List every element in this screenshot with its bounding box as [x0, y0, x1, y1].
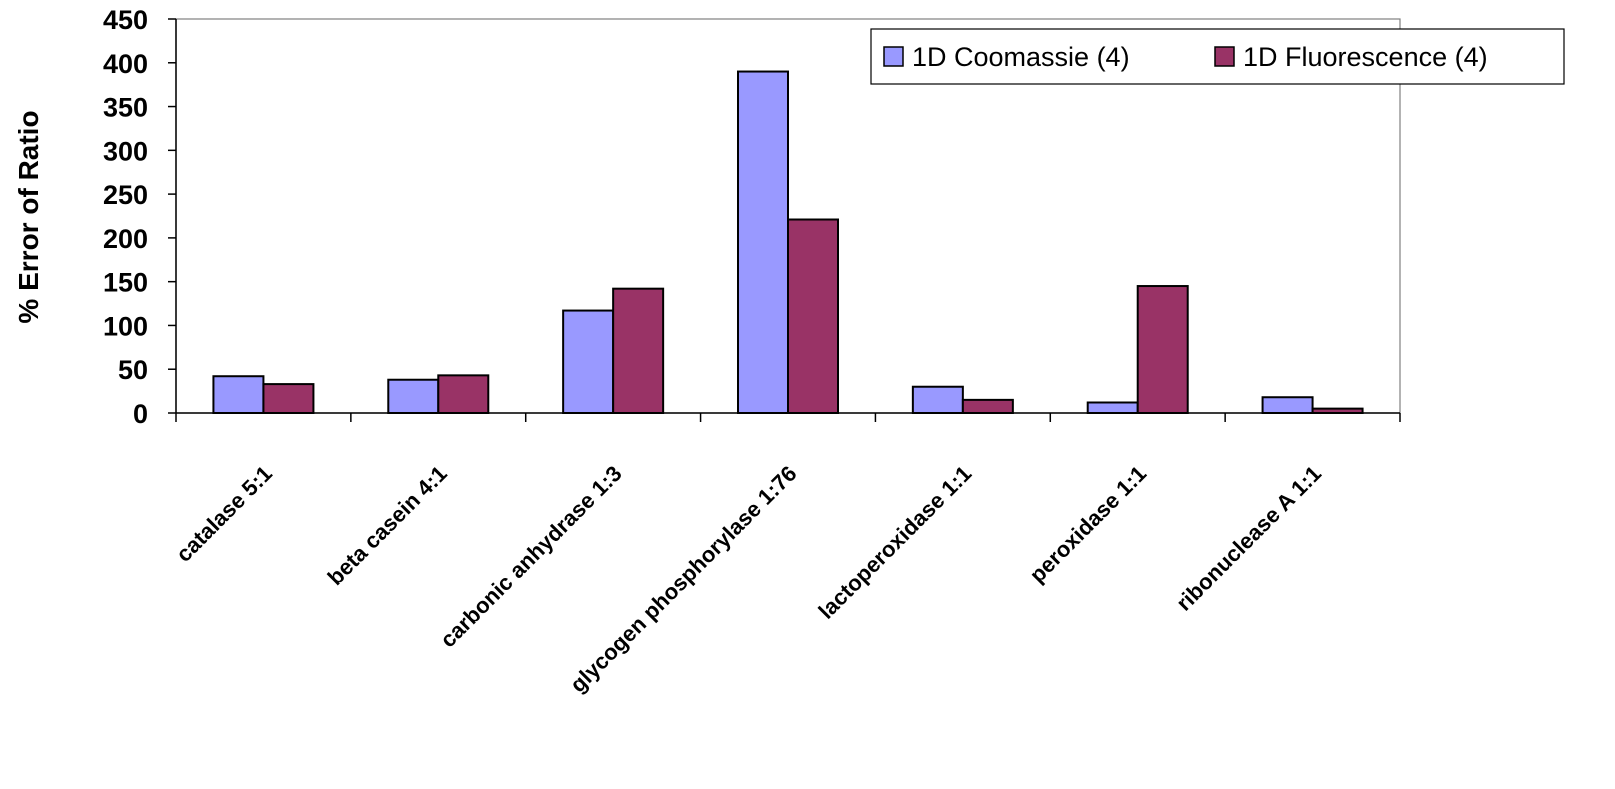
- legend-label-1: 1D Fluorescence (4): [1243, 42, 1488, 72]
- x-tick-label-5: peroxidase 1:1: [1025, 461, 1152, 588]
- y-tick-label-4: 200: [103, 224, 148, 254]
- x-tick-label-4: lactoperoxidase 1:1: [813, 461, 976, 624]
- y-axis: 0 50 100 150 200 250 300 350 400 450: [103, 5, 177, 429]
- bar-fluorescence-2: [612, 287, 665, 414]
- bar-coomassie-4: [911, 385, 964, 415]
- bar-coomassie-0: [212, 375, 265, 414]
- x-tick-label-6: ribonuclease A 1:1: [1171, 461, 1326, 616]
- bars: [212, 70, 1364, 415]
- legend: 1D Coomassie (4) 1D Fluorescence (4): [870, 28, 1565, 85]
- y-tick-label-8: 400: [103, 49, 148, 79]
- x-tick-label-2: carbonic anhydrase 1:3: [435, 461, 626, 652]
- y-tick-label-3: 150: [103, 268, 148, 298]
- bar-fluorescence-5: [1136, 285, 1189, 414]
- bar-coomassie-2: [562, 309, 615, 414]
- y-tick-label-5: 250: [103, 180, 148, 210]
- bar-fluorescence-3: [787, 218, 839, 414]
- bar-coomassie-1: [387, 378, 440, 414]
- x-tick-label-1: beta casein 4:1: [323, 461, 452, 590]
- y-tick-label-9: 450: [103, 5, 148, 35]
- legend-swatch-1: [1214, 46, 1235, 67]
- legend-label-0: 1D Coomassie (4): [912, 42, 1130, 72]
- y-tick-label-7: 350: [103, 93, 148, 123]
- bar-fluorescence-4: [961, 398, 1014, 415]
- legend-swatch-0: [883, 46, 904, 67]
- y-tick-label-0: 0: [133, 399, 148, 429]
- bar-coomassie-5: [1086, 401, 1139, 415]
- bar-fluorescence-0: [262, 383, 315, 414]
- y-axis-label: % Error of Ratio: [13, 110, 44, 323]
- bar-coomassie-3: [737, 70, 789, 415]
- x-tick-label-0: catalase 5:1: [171, 461, 277, 567]
- bar-coomassie-6: [1261, 396, 1314, 414]
- y-tick-label-1: 50: [118, 355, 148, 385]
- y-tick-label-2: 100: [103, 311, 148, 341]
- y-tick-label-6: 300: [103, 136, 148, 166]
- bar-fluorescence-1: [437, 374, 490, 414]
